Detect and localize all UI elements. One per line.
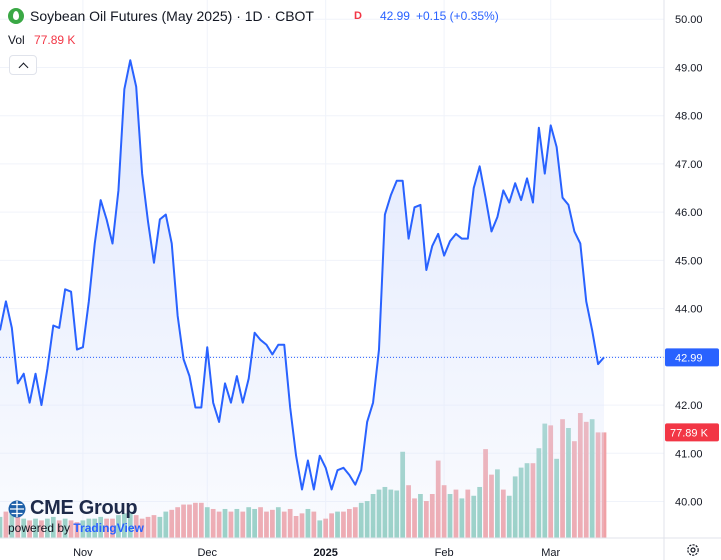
last-price-badge-text: 42.99 [675,352,703,364]
chart-legend-header: Soybean Oil Futures (May 2025) · 1D · CB… [8,8,499,24]
y-tick-label: 46.00 [675,207,703,219]
cme-logo-watermark[interactable]: CME Group powered by TradingView [8,497,144,535]
collapse-legend-button[interactable] [9,55,37,75]
last-value-badges: 42.99 77.89 K [665,348,719,442]
x-tick-label: Dec [197,547,217,559]
tradingview-brand: TradingView [73,521,144,535]
price-area-fill [0,60,604,538]
x-tick-label: Feb [435,547,454,559]
y-tick-label: 41.00 [675,448,703,460]
y-tick-label: 48.00 [675,111,703,123]
gear-icon[interactable] [686,543,700,557]
delayed-data-badge[interactable]: D [354,10,362,22]
last-price-badge [665,348,719,367]
chevron-up-icon [18,62,28,72]
soybean-oil-drop-icon [8,8,24,24]
volume-legend: Vol 77.89 K [8,33,75,47]
y-tick-label: 42.00 [675,400,703,412]
y-tick-label: 45.00 [675,255,703,267]
cme-brand-text: CME Group [30,497,138,519]
volume-label: Vol [8,33,25,47]
y-tick-label: 50.00 [675,14,703,26]
x-tick-label: Nov [73,547,93,559]
y-tick-label: 44.00 [675,304,703,316]
y-tick-label: 40.00 [675,497,703,509]
symbol-title[interactable]: Soybean Oil Futures (May 2025) · 1D · CB… [30,8,314,24]
powered-by-text: powered by TradingView [8,521,144,535]
price-series-line [0,59,605,491]
volume-value: 77.89 K [34,33,76,47]
powered-prefix: powered by [8,521,71,535]
price-line [0,59,664,491]
price-change-value: +0.15 (+0.35%) [415,9,499,23]
last-volume-badge [665,423,719,442]
x-tick-label: Mar [541,547,560,559]
y-tick-label: 49.00 [675,62,703,74]
cme-globe-icon [8,500,26,517]
x-tick-label: 2025 [313,547,337,559]
last-price-value: 42.99 [379,9,410,23]
last-volume-badge-text: 77.89 K [670,427,709,439]
price-area [0,60,604,538]
y-tick-label: 47.00 [675,159,703,171]
